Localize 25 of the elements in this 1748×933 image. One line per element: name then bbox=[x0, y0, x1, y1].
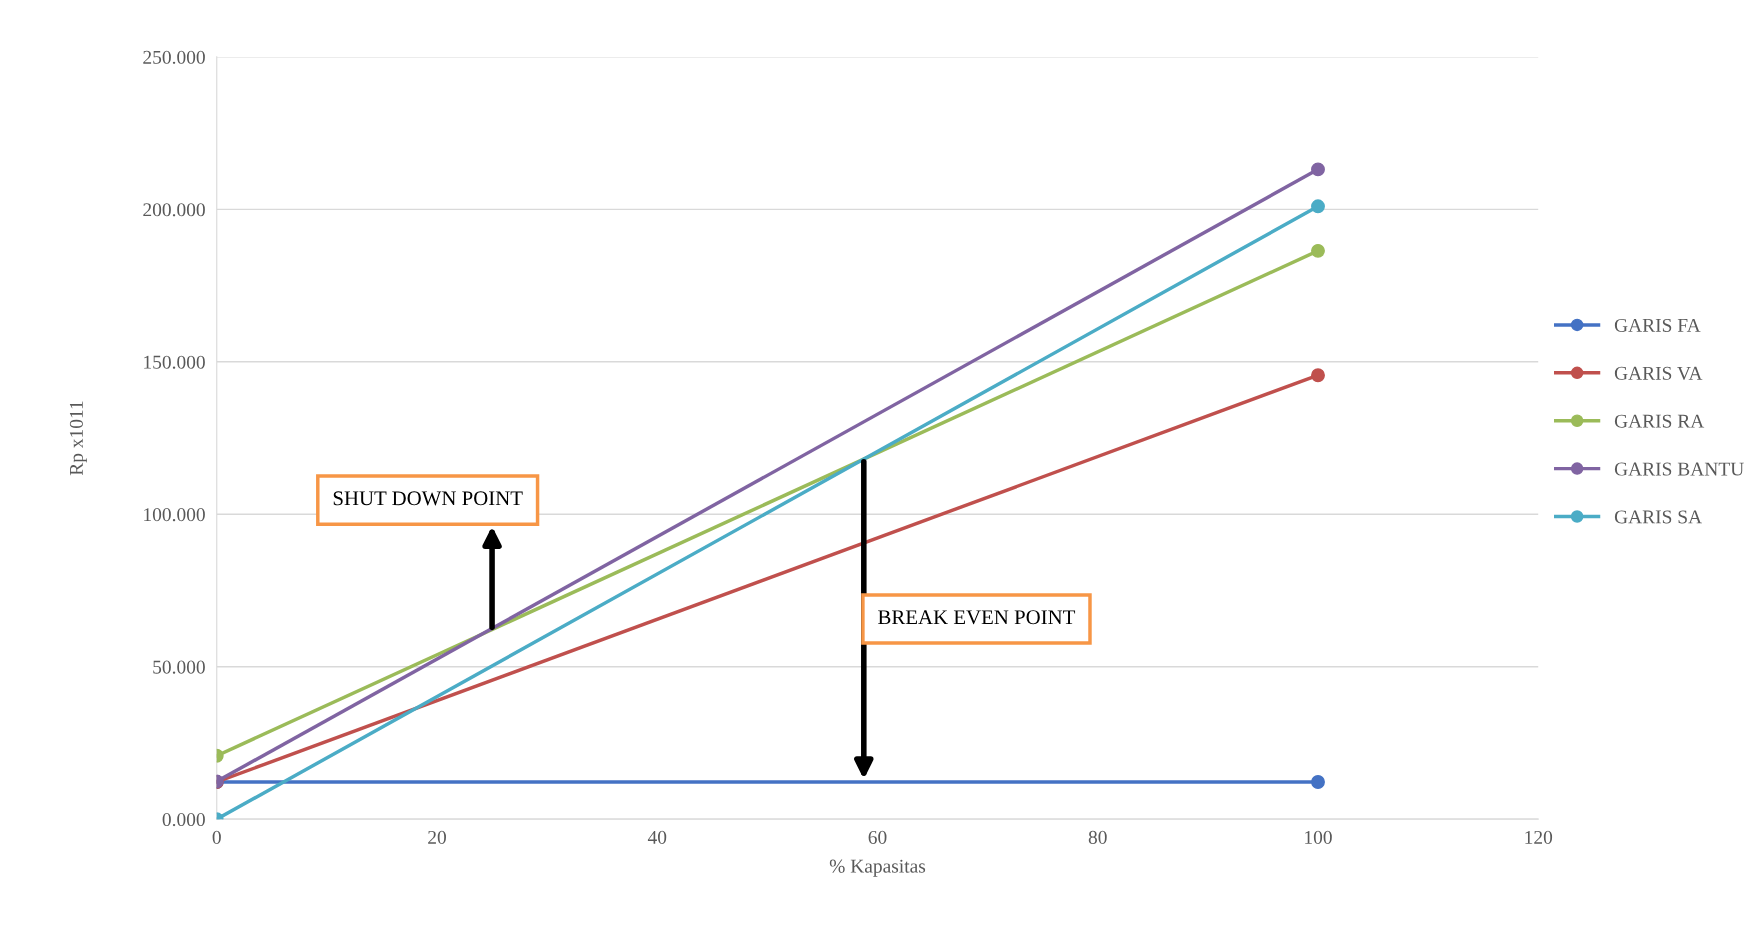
y-tick-label: 250.000 bbox=[143, 50, 205, 64]
x-tick-label: 120 bbox=[1525, 830, 1553, 844]
x-tick-label: 100 bbox=[1305, 830, 1332, 844]
y-tick-label: 150.000 bbox=[144, 355, 205, 369]
x-tick-label: 60 bbox=[868, 830, 887, 844]
point bbox=[1311, 199, 1325, 214]
x-axis-title: % Kapasitas bbox=[829, 859, 926, 877]
annotation: BREAK EVEN POINT bbox=[878, 610, 1076, 625]
legend-label: GARIS VA bbox=[1614, 366, 1703, 380]
legend-label: GARIS SA bbox=[1614, 510, 1702, 524]
point bbox=[1311, 368, 1325, 383]
point bbox=[1311, 775, 1325, 789]
y-tick-label: 0.000 bbox=[162, 812, 205, 827]
x-tick-label: 20 bbox=[428, 830, 446, 844]
x-tick-label: 80 bbox=[1088, 830, 1107, 844]
x-tick-label: 40 bbox=[647, 830, 667, 844]
annotation: SHUT DOWN POINT bbox=[333, 491, 523, 506]
x-tick-label: 0 bbox=[212, 830, 221, 844]
legend-label: GARIS BANTU bbox=[1614, 462, 1744, 476]
y-tick-label: 200.000 bbox=[143, 203, 205, 217]
legend-label: GARIS RA bbox=[1614, 414, 1705, 428]
legend-label: GARIS FA bbox=[1614, 318, 1701, 332]
y-tick-label: 50.000 bbox=[153, 660, 205, 674]
y-tick-label: 100.000 bbox=[144, 508, 205, 522]
y-axis-title: Rp x1011 bbox=[69, 401, 87, 476]
